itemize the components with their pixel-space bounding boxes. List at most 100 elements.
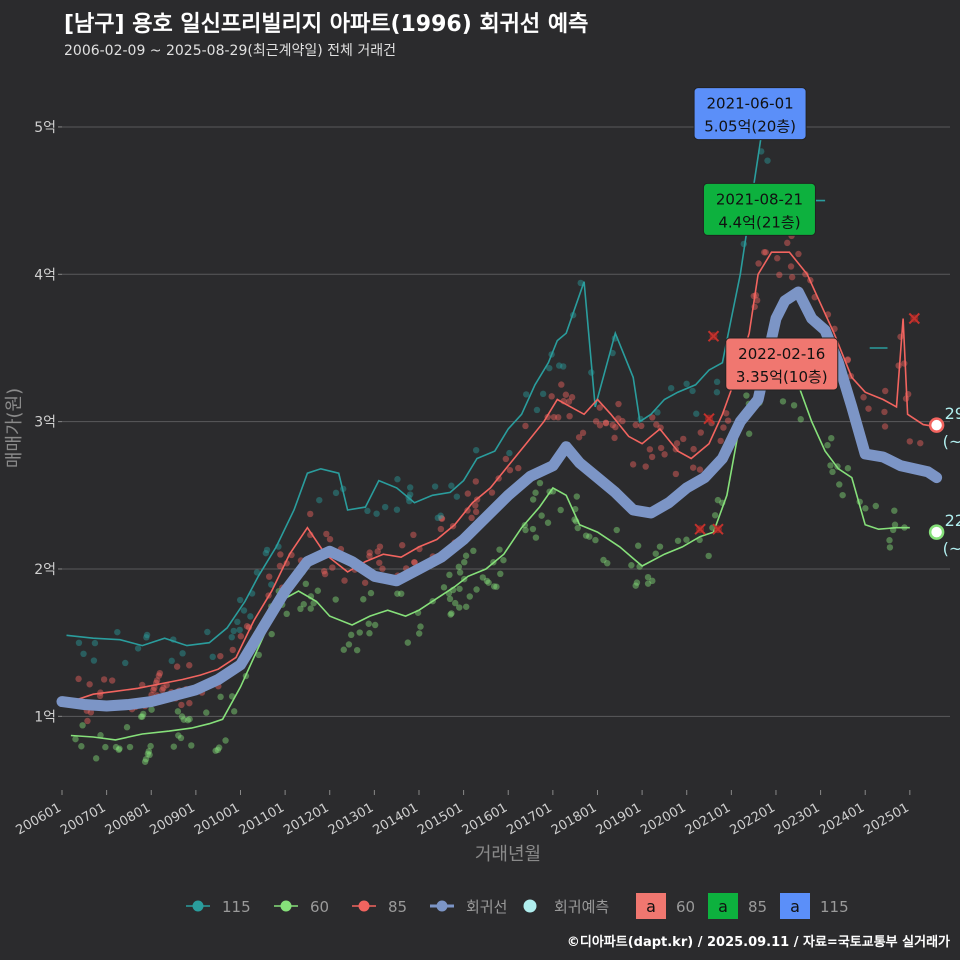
scatter-point (447, 611, 454, 618)
scatter-point (762, 249, 769, 256)
scatter-point (906, 438, 914, 445)
scatter-point (722, 410, 730, 417)
scatter-point (175, 732, 182, 739)
scatter-point (897, 333, 904, 340)
scatter-point (115, 746, 123, 753)
scatter-point (277, 551, 284, 558)
scatter-point (613, 526, 620, 534)
scatter-point (139, 713, 146, 720)
scatter-point (314, 587, 322, 594)
scatter-point (891, 521, 899, 528)
scatter-point (872, 502, 880, 510)
footer-credit: ©디아파트(dapt.kr) / 2025.09.11 / 자료=국토교통부 실… (566, 935, 950, 950)
legend-box-glyph: a (646, 897, 656, 916)
x-tick-label: 201701 (504, 800, 554, 838)
scatter-point (470, 547, 477, 555)
scatter-point (340, 646, 347, 653)
scatter-point (917, 439, 924, 447)
scatter-point (652, 550, 659, 557)
scatter-point (240, 607, 248, 614)
scatter-point (156, 669, 164, 677)
scatter-point (573, 493, 580, 500)
scatter-point (179, 650, 186, 657)
scatter-point (764, 157, 771, 164)
x-tick-label: 202301 (772, 800, 822, 838)
scatter-point (153, 677, 161, 684)
scatter-point (485, 579, 492, 586)
scatter-point (557, 506, 564, 514)
scatter-point (522, 391, 530, 398)
scatter-point (649, 414, 656, 421)
scatter-point (79, 722, 86, 729)
scatter-point (78, 743, 85, 750)
scatter-point (100, 676, 108, 683)
cancelled-x (908, 312, 921, 325)
scatter-point (592, 536, 599, 544)
y-tick-label: 4억 (34, 267, 56, 283)
x-axis-ticks: 2006012007012008012009012010012011012012… (14, 790, 912, 838)
scatter-point (632, 421, 639, 429)
scatter-point (404, 639, 412, 646)
scatter-point (560, 363, 567, 370)
x-tick-label: 202201 (727, 800, 777, 838)
scatter-point (574, 524, 581, 532)
scatter-point (321, 570, 329, 578)
scatter-point (565, 398, 573, 405)
legend-box-label: 85 (748, 898, 767, 916)
scatter-point (141, 758, 149, 765)
scatter-point (173, 663, 181, 670)
scatter-point (713, 389, 721, 396)
x-tick-label: 201301 (326, 800, 376, 838)
legend-box (636, 893, 666, 919)
y-axis-ticks: 1억 2억 3억 4억 5억 (34, 120, 62, 725)
scatter-point (410, 531, 417, 539)
scatter-point (690, 464, 697, 471)
scatter-point (642, 463, 649, 470)
scatter-point (255, 651, 262, 659)
scatter-point (361, 579, 369, 586)
scatter-point (657, 444, 665, 452)
scatter-point (661, 451, 668, 458)
scatter-point (406, 484, 414, 491)
scatter-point (348, 631, 355, 639)
scatter-point (379, 565, 386, 572)
scatter-point (881, 408, 888, 416)
annotation-price: 5.05억(20층) (704, 118, 796, 136)
x-tick-label: 200601 (14, 800, 64, 838)
scatter-point (860, 394, 867, 401)
legend-label: 85 (388, 898, 407, 916)
scatter-point (440, 584, 448, 591)
scatter-point (656, 543, 664, 550)
scatter-point (522, 526, 529, 534)
scatter-point (123, 724, 131, 731)
scatter-point (222, 737, 229, 744)
scatter-point (84, 717, 91, 725)
regression-line (56, 286, 943, 712)
scatter-point (215, 744, 223, 751)
scatter-point (243, 623, 251, 630)
legend-key-dot (280, 900, 292, 912)
scatter-point (697, 429, 704, 436)
scatter-point (667, 384, 675, 392)
scatter-point (456, 604, 463, 611)
scatter-point (80, 650, 87, 658)
scatter-point (901, 360, 908, 367)
y-tick-label: 3억 (34, 415, 56, 431)
scatter-point (790, 402, 798, 409)
x-tick-label: 201001 (192, 800, 242, 838)
scatter-point (717, 437, 724, 445)
scatter-point (648, 453, 656, 461)
scatter-point (779, 398, 787, 405)
scatter-point (466, 593, 473, 600)
scatter-point (533, 406, 541, 414)
scatter-point (632, 582, 639, 589)
scatter-point (446, 595, 454, 603)
cancelled-marks (694, 194, 921, 535)
scatter-point (143, 634, 150, 641)
prediction-value: 22,500 (945, 511, 960, 530)
legend-box-glyph: a (718, 897, 728, 916)
annotation-boxes: 2021-06-01 5.05억(20층) 2021-08-21 4.4억(21층) 2… (693, 87, 839, 391)
scatter-point (506, 449, 513, 457)
scatter-point (497, 570, 504, 578)
scatter-point (824, 441, 831, 449)
